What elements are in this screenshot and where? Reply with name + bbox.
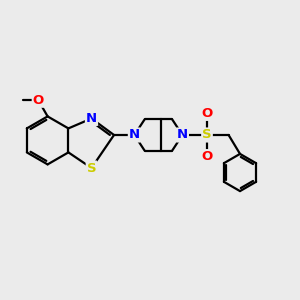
Text: N: N (177, 128, 188, 142)
Text: S: S (87, 161, 96, 175)
Text: O: O (201, 150, 213, 163)
Text: O: O (201, 107, 213, 120)
Text: N: N (129, 128, 140, 142)
Text: S: S (202, 128, 212, 142)
Text: N: N (86, 112, 97, 125)
Text: O: O (33, 94, 44, 107)
